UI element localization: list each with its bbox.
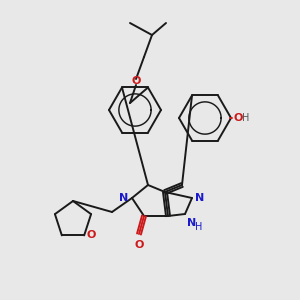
- Text: N: N: [187, 218, 196, 228]
- Text: N: N: [195, 193, 204, 203]
- Text: O: O: [86, 230, 95, 240]
- Text: N: N: [119, 193, 128, 203]
- Text: O: O: [134, 240, 144, 250]
- Text: O: O: [233, 113, 242, 123]
- Text: H: H: [195, 222, 202, 232]
- Text: H: H: [242, 113, 249, 123]
- Text: O: O: [131, 76, 141, 86]
